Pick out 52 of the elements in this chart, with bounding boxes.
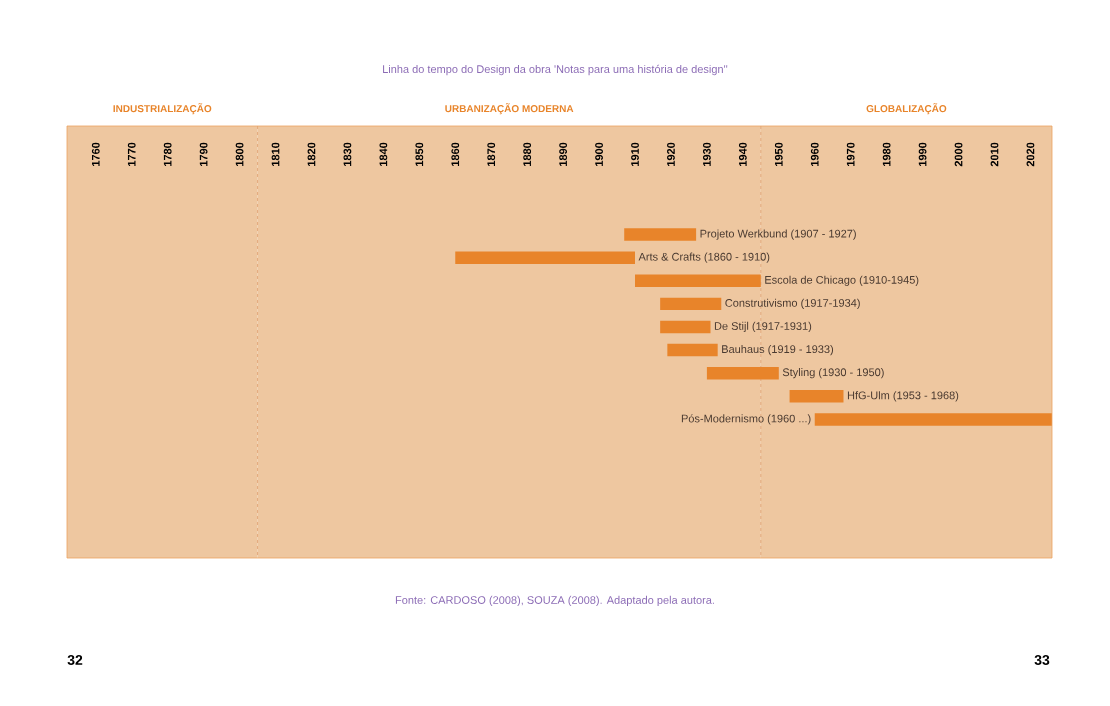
x-tick-label: 2020 — [1026, 142, 1035, 167]
bar — [814, 413, 1052, 426]
x-tick-label: 1970 — [846, 142, 855, 166]
x-tick-label: 1940 — [738, 142, 747, 166]
y-tick-label: Escola de Chicago (1910-1945) — [765, 275, 919, 286]
bar — [660, 320, 711, 334]
x-tick-label: 1790 — [199, 142, 208, 166]
x-tick-label: 1850 — [415, 142, 424, 166]
x-tick-label: 1980 — [882, 142, 891, 166]
x-tick-label: 1820 — [307, 142, 316, 166]
bar — [660, 297, 722, 311]
x-tick-label: 1810 — [271, 142, 280, 166]
x-tick-label: 2000 — [954, 142, 963, 167]
x-tick-label: 1900 — [595, 142, 603, 166]
x-tick-label: 1780 — [163, 142, 172, 166]
y-tick-label: Projeto Werkbund (1907 - 1927) — [700, 229, 856, 240]
text: 32 — [67, 655, 83, 665]
y-tick-label: Pós-Modernismo (1960 ...) — [681, 414, 811, 425]
chart-title: Linha do tempo do Design da obra 'Notas para uma história de design'' — [383, 64, 728, 76]
x-tick-label: 1920 — [667, 142, 675, 166]
y-tick-label: Styling (1930 - 1950) — [782, 368, 884, 379]
bar — [455, 251, 635, 264]
bar — [789, 390, 844, 403]
text: 33 — [1034, 655, 1050, 665]
x-tick-label: 1760 — [91, 142, 100, 166]
x-tick-label: 1800 — [235, 142, 244, 166]
x-tick-label: 1870 — [487, 142, 496, 166]
x-tick-label: 1890 — [559, 142, 567, 166]
y-tick-label: Construtivismo (1917-1934) — [725, 298, 860, 310]
x-tick-label: 1830 — [343, 142, 352, 166]
band-label: URBANIZAÇÃO MODERNA — [445, 103, 574, 115]
y-tick-label: De Stijl (1917-1931) — [714, 321, 812, 333]
x-tick-label: 1930 — [703, 142, 711, 166]
bar — [624, 228, 697, 241]
x-tick-label: 1960 — [810, 142, 819, 166]
x-tick-label: 1840 — [379, 142, 388, 166]
x-tick-label: 2010 — [990, 142, 999, 167]
y-tick-label: HfG-Ulm (1953 - 1968) — [847, 391, 959, 402]
bar — [667, 343, 718, 357]
x-tick-label: 1770 — [127, 142, 136, 166]
source-note: Fonte: CARDOSO (2008), SOUZA (2008). Adaptado pela autora. — [395, 595, 714, 607]
band-label: INDUSTRIALIZAÇÃO — [113, 103, 212, 115]
x-tick-label: 1950 — [774, 142, 783, 166]
x-tick-label: 1990 — [918, 142, 927, 166]
bar — [706, 366, 779, 380]
x-tick-label: 1860 — [451, 142, 460, 166]
x-tick-label: 1910 — [631, 142, 639, 166]
y-tick-label: Bauhaus (1919 - 1933) — [722, 344, 834, 356]
bar — [635, 274, 761, 288]
band-label: GLOBALIZAÇÃO — [866, 103, 947, 115]
y-tick-label: Arts & Crafts (1860 - 1910) — [638, 252, 770, 263]
x-tick-label: 1880 — [523, 142, 532, 166]
